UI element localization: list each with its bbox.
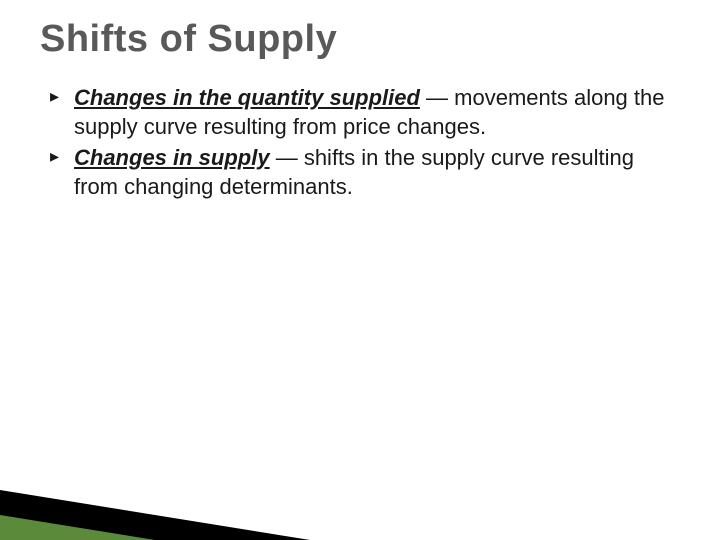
bullet-item: Changes in supply — shifts in the supply… xyxy=(50,143,680,201)
corner-accent-graphic xyxy=(0,465,310,540)
slide: Shifts of Supply Changes in the quantity… xyxy=(0,0,720,540)
bullet-term: Changes in supply xyxy=(74,145,270,170)
bullet-list: Changes in the quantity supplied — movem… xyxy=(40,83,680,201)
bullet-item: Changes in the quantity supplied — movem… xyxy=(50,83,680,141)
slide-title: Shifts of Supply xyxy=(40,18,680,61)
bullet-term: Changes in the quantity supplied xyxy=(74,85,420,110)
